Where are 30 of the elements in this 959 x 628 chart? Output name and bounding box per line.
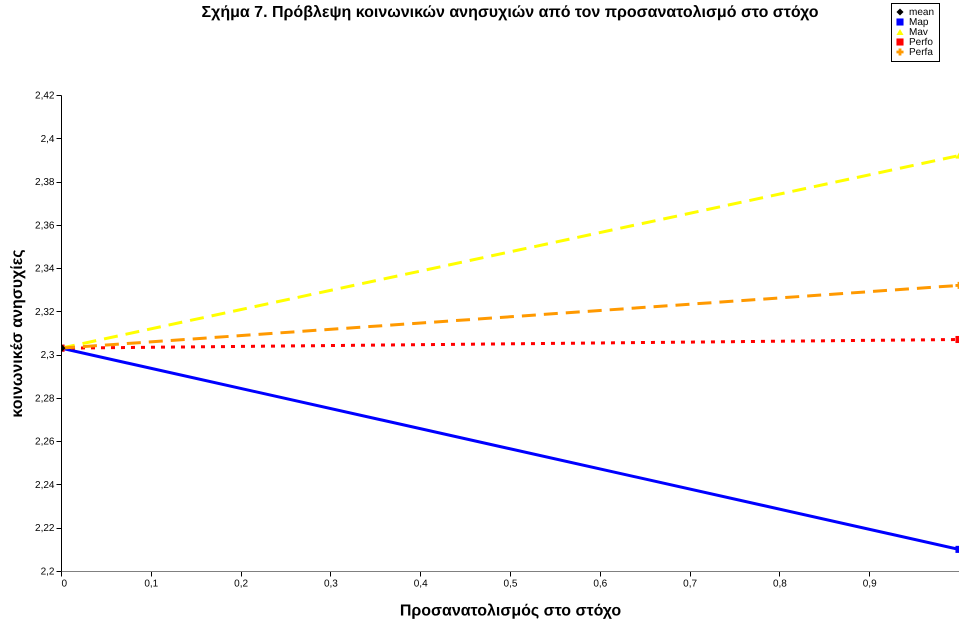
y-tick-label: 2,24 [35, 480, 55, 491]
x-tick-label: 0,7 [683, 578, 698, 590]
x-axis-title: Προσανατολισμός στο στόχο [400, 602, 622, 620]
legend-label: Map [909, 17, 929, 28]
x-tick-label: 0,8 [772, 578, 788, 590]
chart-title: Σχήμα 7. Πρόβλεψη κοινωνικών ανησυχιών από τον προσανατολισμό στο στόχο [202, 4, 819, 21]
legend-label: Perfo [909, 37, 934, 48]
y-tick-label: 2,3 [40, 350, 55, 362]
y-tick-label: 2,2 [40, 566, 55, 578]
legend-label: mean [909, 7, 934, 18]
y-tick-label: 2,22 [35, 523, 55, 534]
x-tick-label: 0 [62, 578, 68, 590]
y-axis-title: κοινωνικέσ ανησυχίες [9, 249, 26, 418]
y-tick-label: 2,34 [35, 264, 55, 275]
y-tick-label: 2,42 [35, 90, 55, 102]
x-tick-label: 0,9 [862, 578, 878, 590]
x-tick-label: 0,1 [144, 578, 159, 590]
y-tick-label: 2,28 [35, 393, 55, 404]
y-tick-label: 2,4 [40, 134, 55, 145]
legend-label: Mav [909, 27, 928, 38]
y-tick-label: 2,32 [35, 306, 55, 318]
y-tick-label: 2,38 [35, 177, 55, 188]
x-tick-label: 0,6 [593, 578, 608, 590]
x-tick-label: 0,3 [324, 578, 338, 590]
legend-label: Perfa [909, 47, 934, 58]
x-tick-label: 0,2 [234, 578, 248, 590]
y-tick-label: 2,36 [35, 220, 55, 232]
x-tick-label: 0,5 [504, 578, 518, 590]
x-tick-label: 0,4 [414, 578, 428, 590]
y-tick-label: 2,26 [35, 436, 55, 448]
